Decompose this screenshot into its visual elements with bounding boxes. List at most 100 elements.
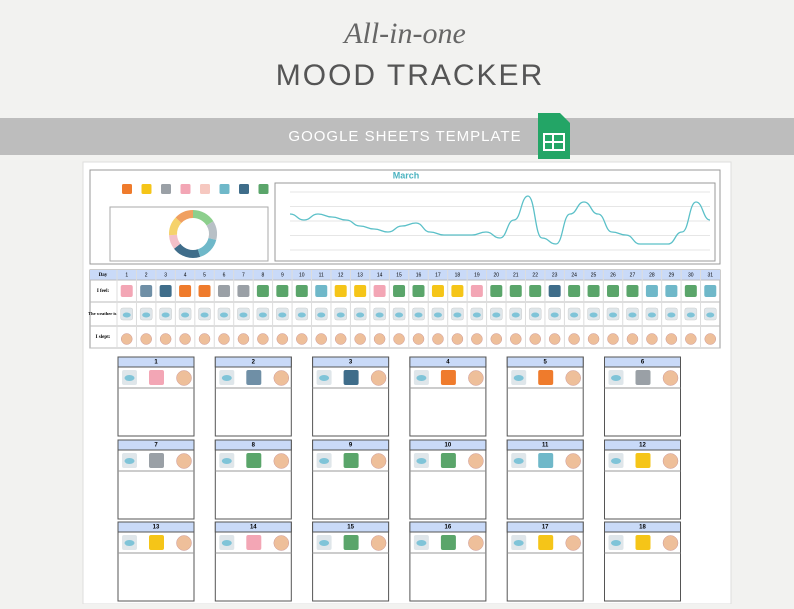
weather-cloud: [258, 312, 267, 318]
mood-icon: [451, 285, 464, 297]
card-number: 10: [445, 443, 452, 449]
donut-segment: [192, 210, 214, 226]
banner: [0, 118, 794, 155]
sleep-icon: [510, 333, 522, 345]
card: [312, 439, 390, 520]
day-number: 4: [184, 272, 187, 278]
card: [604, 356, 681, 437]
donut-box: [109, 206, 269, 262]
card: [117, 439, 195, 520]
sleep-icon: [198, 333, 211, 345]
mood-icon: [412, 285, 425, 297]
day-number: 8: [261, 272, 264, 278]
card-cloud: [611, 458, 621, 464]
card-cloud: [221, 375, 232, 381]
card-number: 13: [153, 525, 160, 531]
weather-cloud: [142, 312, 151, 318]
day-number: 21: [513, 272, 519, 278]
card-cloud: [513, 540, 524, 546]
card-cloud: [319, 540, 330, 546]
mood-swatch: [161, 184, 171, 194]
sleep-icon: [276, 333, 289, 345]
mood-icon: [393, 285, 406, 297]
weather-cloud: [589, 312, 598, 318]
weather-cloud: [570, 312, 579, 318]
weather-cloud: [356, 312, 365, 318]
sleep-icon: [432, 333, 444, 345]
weather-cloud: [609, 312, 618, 318]
weather-cloud: [531, 312, 540, 318]
card-header: [604, 439, 681, 451]
card-header: [604, 356, 681, 368]
mood-icon: [607, 285, 620, 297]
card-mood: [440, 453, 456, 468]
card: [409, 356, 487, 437]
card-mood: [246, 370, 262, 385]
mood-icon: [120, 285, 133, 297]
card-number: 11: [542, 443, 549, 449]
card-cloud: [611, 540, 621, 546]
day-number: 31: [707, 272, 713, 278]
card-cloud: [416, 375, 427, 381]
card-header: [506, 521, 584, 533]
day-number: 2: [145, 272, 148, 278]
card-number: 4: [446, 360, 450, 366]
card-header: [312, 439, 390, 451]
card-mood: [149, 535, 164, 550]
card-number: 18: [639, 525, 646, 531]
mood-icon: [334, 285, 347, 297]
card-header: [409, 356, 487, 368]
day-number: 24: [571, 272, 577, 278]
day-number: 11: [319, 272, 324, 278]
card-header: [409, 521, 487, 533]
card-number: 7: [154, 443, 158, 449]
card-cloud: [221, 458, 232, 464]
card: [506, 356, 584, 437]
weather-cloud: [667, 312, 676, 318]
mood-icon: [704, 285, 717, 297]
card-cloud: [124, 458, 135, 464]
month-title: March: [393, 170, 420, 180]
weather-cloud: [628, 312, 637, 318]
sleep-icon: [548, 333, 561, 345]
card-cloud: [513, 375, 524, 381]
sleep-icon: [334, 333, 347, 345]
card-header: [506, 356, 584, 368]
card-sleep: [662, 370, 679, 386]
weather-cloud: [200, 312, 209, 318]
card-header: [214, 356, 292, 368]
weather-cloud: [706, 312, 715, 318]
day-number: 13: [357, 272, 363, 278]
mood-icon: [568, 285, 581, 297]
donut-segment: [174, 243, 201, 258]
weather-cloud: [161, 312, 170, 318]
card: [312, 356, 390, 437]
mood-icon: [179, 285, 192, 297]
day-number: 5: [203, 272, 206, 278]
card: [214, 521, 292, 602]
day-number: 6: [223, 272, 226, 278]
card-sleep: [662, 535, 679, 551]
mood-icon: [684, 285, 697, 297]
card-cloud: [319, 375, 330, 381]
weather-cloud: [433, 312, 442, 318]
mood-icon: [373, 285, 386, 297]
card-mood: [538, 370, 554, 385]
card-mood: [343, 535, 359, 550]
mood-icon: [140, 285, 153, 297]
mood-swatch: [258, 184, 269, 194]
card: [214, 439, 292, 520]
mood-icon: [490, 285, 503, 297]
sleep-icon: [179, 333, 191, 345]
card-sleep: [273, 535, 290, 551]
card-number: 12: [639, 443, 646, 449]
weather-cloud: [278, 312, 287, 318]
sleep-icon: [685, 333, 697, 345]
day-number: 14: [377, 272, 383, 278]
day-number: 23: [552, 272, 558, 278]
card-number: 5: [544, 360, 548, 366]
card: [117, 521, 195, 602]
sleep-icon: [471, 333, 483, 345]
card-header: [214, 521, 292, 533]
